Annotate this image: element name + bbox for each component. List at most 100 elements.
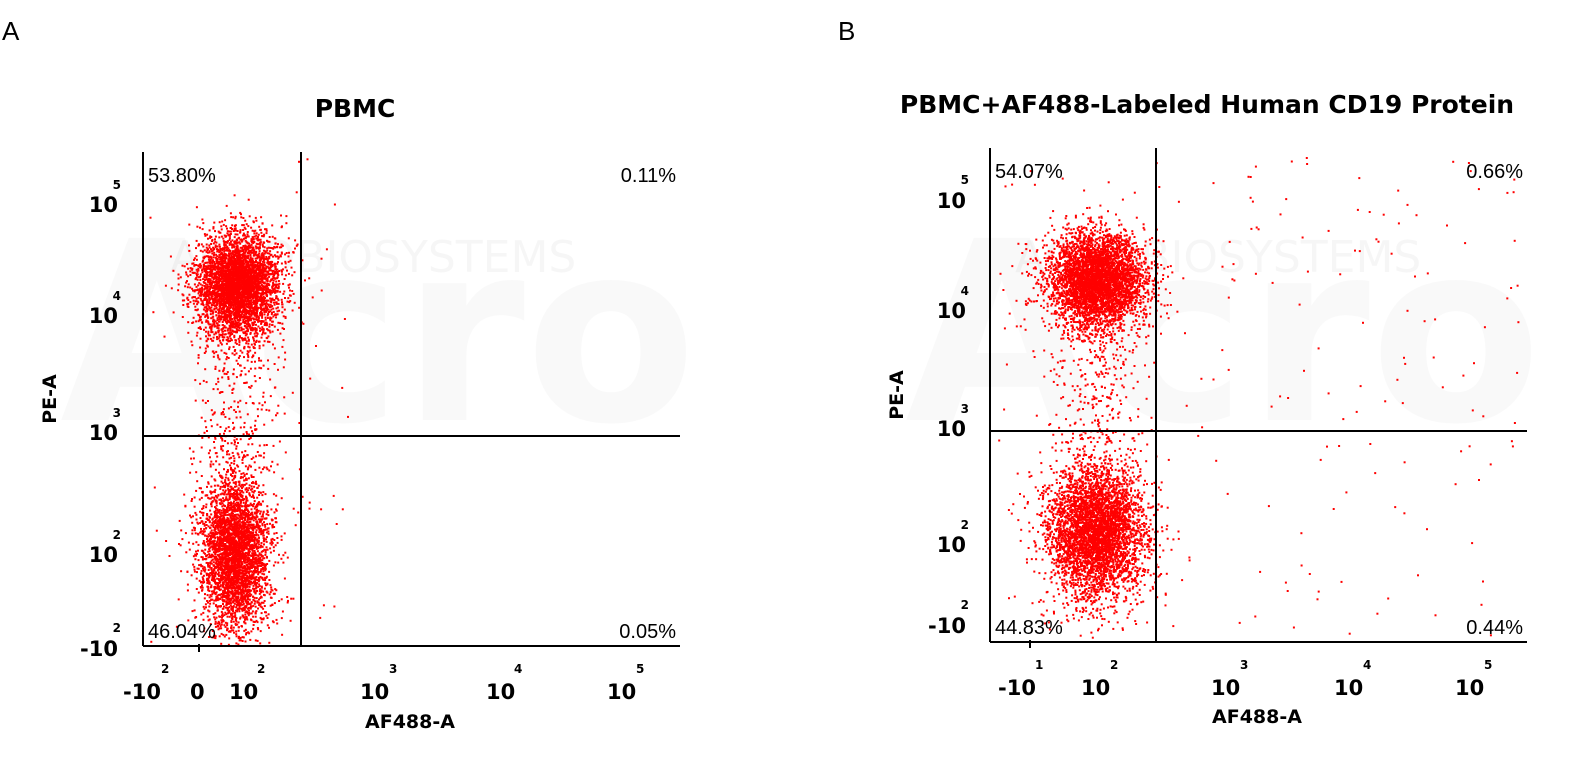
scatter-point: [241, 338, 244, 341]
scatter-point: [237, 252, 240, 255]
scatter-point: [276, 310, 279, 313]
scatter-point: [284, 351, 287, 354]
scatter-point: [197, 264, 200, 267]
scatter-point: [269, 319, 272, 322]
scatter-point: [242, 293, 245, 296]
scatter-point: [267, 271, 270, 274]
scatter-point: [281, 345, 284, 348]
scatter-point: [249, 273, 252, 276]
scatter-point: [261, 299, 263, 302]
scatter-point: [273, 254, 276, 257]
scatter-point: [252, 308, 255, 311]
scatter-point: [247, 251, 249, 254]
scatter-point: [199, 283, 202, 286]
scatter-point: [205, 276, 208, 279]
scatter-point: [228, 615, 231, 618]
scatter-point: [272, 255, 274, 258]
scatter-point: [265, 265, 268, 268]
scatter-point: [249, 607, 252, 610]
scatter-point: [187, 275, 190, 278]
scatter-point: [277, 256, 280, 259]
scatter-point: [235, 325, 238, 327]
scatter-point: [262, 320, 265, 323]
scatter-point: [241, 274, 244, 277]
scatter-point: [228, 286, 230, 289]
scatter-point: [230, 303, 233, 306]
scatter-point: [231, 293, 234, 296]
scatter-point: [213, 275, 216, 277]
scatter-point: [217, 278, 220, 281]
scatter-point: [206, 291, 209, 294]
scatter-point: [252, 296, 255, 299]
scatter-point: [282, 315, 285, 318]
scatter-point: [264, 292, 267, 294]
scatter-point: [244, 236, 247, 239]
scatter-point: [258, 242, 261, 245]
scatter-point: [216, 245, 219, 248]
scatter-point: [189, 286, 192, 289]
scatter-point: [233, 497, 236, 500]
scatter-point: [210, 264, 213, 267]
scatter-point: [240, 314, 243, 317]
scatter-point: [223, 284, 226, 287]
scatter-point: [221, 330, 224, 333]
scatter-point: [236, 321, 239, 324]
scatter-point: [258, 252, 261, 255]
scatter-point: [256, 298, 259, 301]
scatter-point: [208, 605, 211, 608]
scatter-point: [265, 232, 268, 235]
scatter-point: [225, 591, 228, 594]
scatter-point: [202, 281, 205, 283]
scatter-point: [220, 632, 223, 635]
scatter-point: [257, 580, 260, 583]
scatter-point: [209, 313, 212, 316]
scatter-point: [195, 320, 198, 323]
scatter-point: [260, 307, 262, 310]
scatter-point: [215, 304, 218, 306]
scatter-point: [248, 258, 251, 261]
scatter-point: [242, 252, 245, 255]
scatter-point: [254, 294, 257, 297]
scatter-point: [268, 236, 271, 238]
scatter-point: [261, 234, 264, 237]
scatter-point: [234, 317, 237, 319]
scatter-point: [230, 312, 233, 315]
scatter-point: [235, 331, 237, 334]
scatter-point: [221, 264, 224, 267]
scatter-point: [251, 260, 253, 263]
scatter-point: [268, 579, 271, 581]
scatter-point: [224, 621, 227, 624]
scatter-point: [251, 288, 254, 291]
scatter-point: [250, 249, 253, 252]
scatter-point: [246, 231, 249, 233]
scatter-point: [221, 254, 224, 257]
scatter-point: [200, 303, 203, 306]
scatter-point: [239, 211, 242, 214]
scatter-point: [260, 254, 263, 257]
scatter-point: [284, 274, 287, 277]
scatter-point: [231, 224, 234, 227]
scatter-point: [247, 339, 250, 342]
scatter-point: [222, 269, 225, 272]
scatter-point: [239, 260, 242, 263]
scatter-point: [224, 261, 227, 264]
scatter-point: [224, 260, 227, 262]
scatter-point: [227, 262, 230, 265]
scatter-point: [190, 267, 193, 270]
scatter-point: [269, 331, 272, 334]
scatter-point: [239, 275, 242, 278]
scatter-point: [241, 280, 244, 283]
scatter-point: [246, 315, 249, 318]
scatter-point: [224, 219, 227, 222]
scatter-point: [238, 241, 241, 244]
scatter-point: [250, 474, 253, 477]
scatter-point: [284, 315, 287, 318]
scatter-point: [259, 266, 262, 269]
scatter-point: [256, 254, 259, 257]
scatter-point: [247, 319, 249, 322]
scatter-point: [203, 287, 206, 290]
scatter-point: [280, 251, 283, 254]
panel-a-title: PBMC: [315, 94, 396, 123]
scatter-point: [277, 287, 280, 290]
scatter-point: [244, 227, 247, 230]
